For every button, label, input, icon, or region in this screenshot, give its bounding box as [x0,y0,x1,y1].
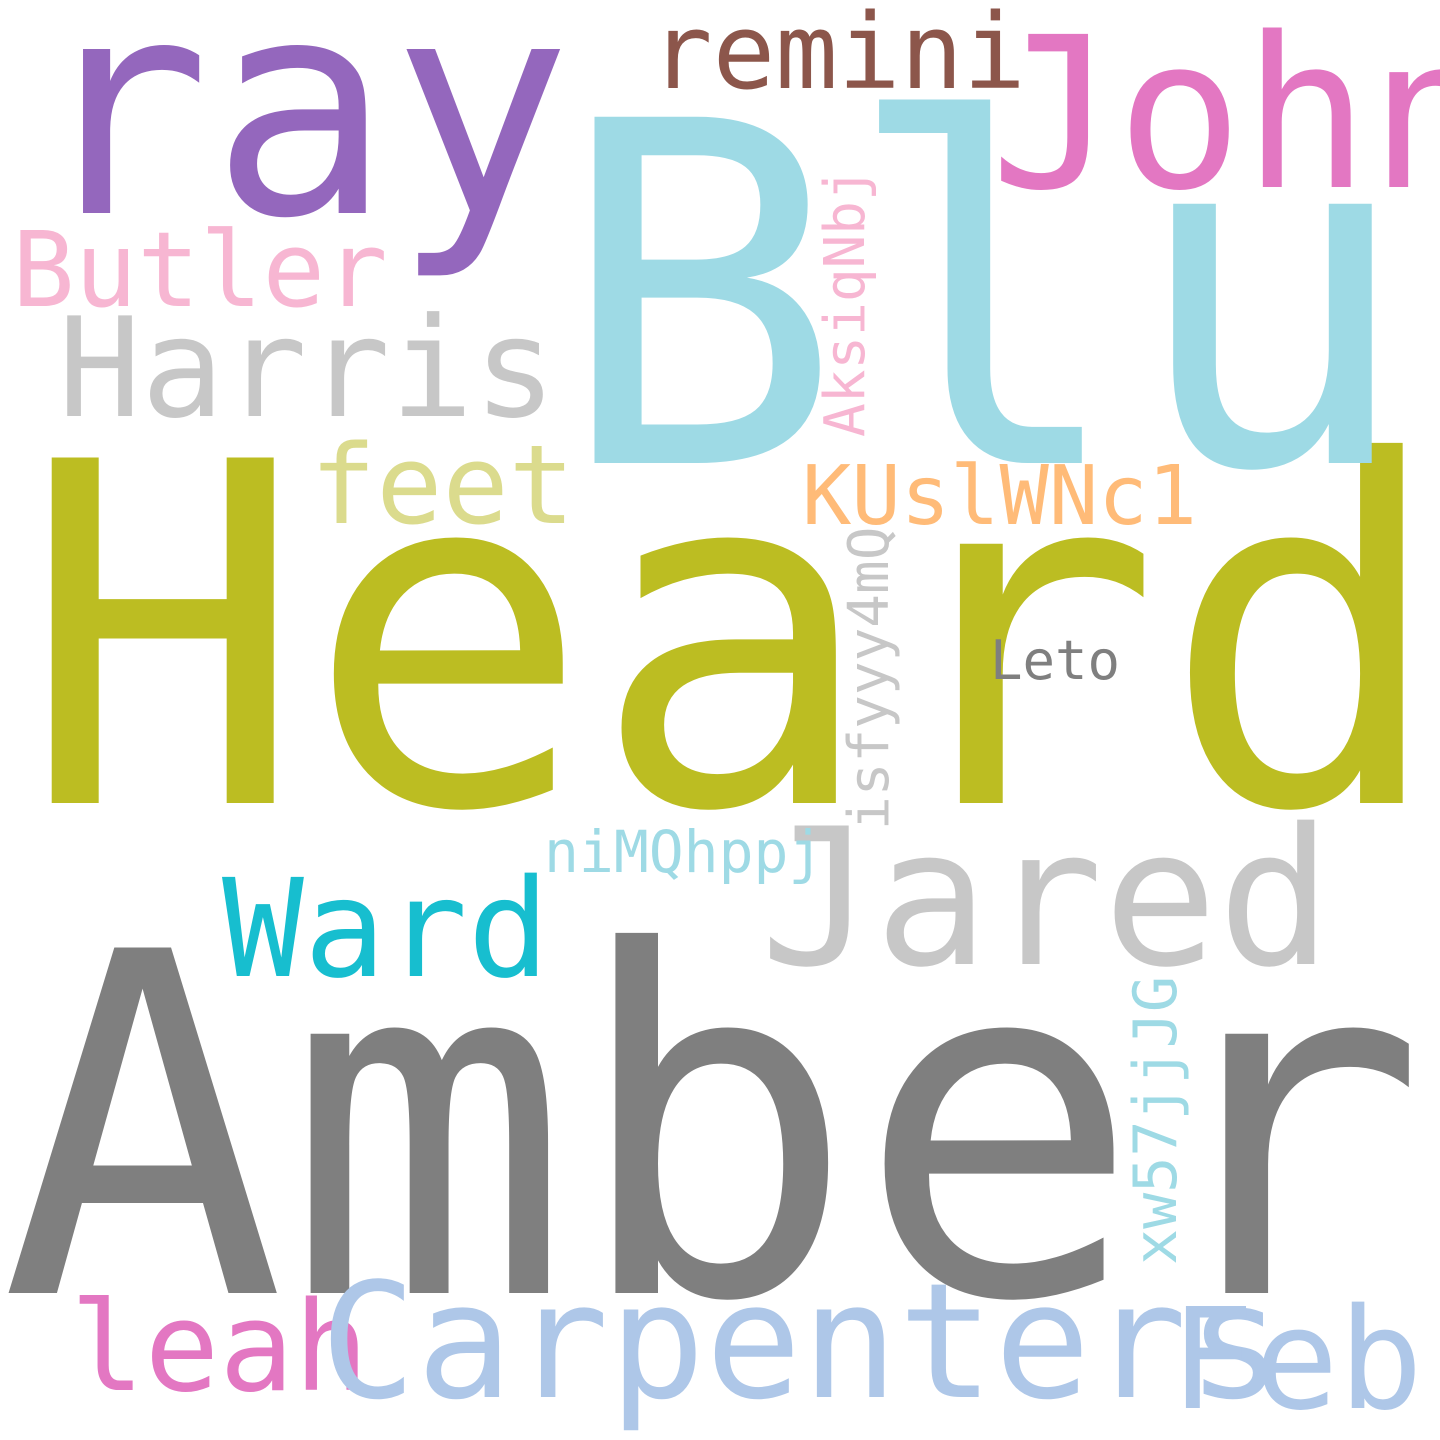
word-harris: Harris [58,288,557,449]
word-ward: Ward [222,851,550,1009]
word-leah: leah [70,1276,369,1420]
word-jared: Jared [760,788,1332,1009]
word-xw57jjjg: xw57jjJG [1121,976,1191,1265]
word-ray: ray [30,0,572,284]
word-leto: Leto [990,629,1121,692]
word-isfyyy4mq: isfyyy4mQ [837,526,902,830]
word-amber: Amber [0,853,1427,1405]
word-aksiqnbj: AksiqNbj [813,167,878,437]
word-heard: Heard [20,363,1440,915]
word-butler: Butler [12,209,388,331]
word-feb: Feb [1170,1279,1423,1440]
word-remini: remini [650,0,1026,113]
word-john: John [990,0,1440,237]
word-carpenters: Carpenters [320,1248,1284,1435]
word-kuslwnc1: KUslWNc1 [802,449,1197,544]
word-blu: Blu [556,23,1414,576]
word-nimqhppj: niMQhppj [544,818,824,886]
word-feet: feet [310,421,575,549]
